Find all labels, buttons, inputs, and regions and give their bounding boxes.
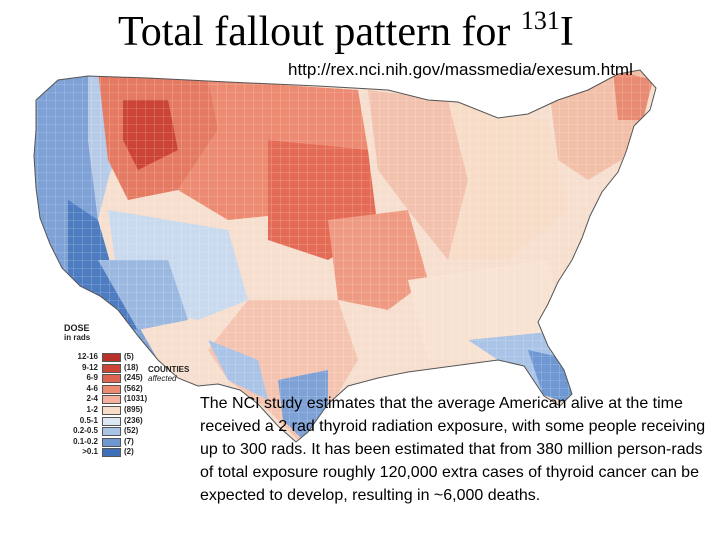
legend-item: >0.1 (2): [62, 447, 172, 458]
summary-text-box: The NCI study estimates that the average…: [200, 392, 712, 507]
legend-county-count: (7): [124, 436, 134, 446]
legend-county-count: (895): [124, 405, 143, 414]
legend-range: 1-2: [86, 405, 98, 414]
legend-range: 2-4: [86, 394, 98, 404]
legend-item: 2-4 (1031): [62, 394, 172, 405]
legend-range: 0.1-0.2: [73, 436, 98, 446]
map-legend: DOSE in rads COUNTIES affected 12-16 (5) 9…: [62, 323, 212, 463]
legend-swatch: [102, 406, 121, 415]
legend-range: 12-16: [77, 352, 98, 361]
legend-county-count: (1031): [124, 394, 148, 404]
legend-county-count: (245): [124, 373, 143, 383]
source-url: http://rex.nci.nih.gov/massmedia/exesum.…: [288, 60, 633, 79]
legend-range: 4-6: [86, 383, 98, 393]
legend-item: 12-16 (5): [62, 352, 172, 362]
legend-range: >0.1: [82, 447, 98, 457]
legend-item: 9-12 (18): [62, 362, 172, 373]
isotope-symbol: I: [559, 9, 574, 55]
legend-item: 4-6 (562): [62, 383, 172, 394]
legend-range: 0.2-0.5: [73, 426, 98, 436]
legend-item: 0.5-1 (236): [62, 415, 172, 426]
legend-county-count: (18): [124, 362, 139, 372]
legend-item: 1-2 (895): [62, 405, 172, 415]
legend-county-count: (2): [124, 447, 134, 457]
legend-county-count: (236): [124, 415, 143, 425]
legend-item: 0.2-0.5 (52): [62, 426, 172, 437]
legend-swatch: [102, 363, 121, 373]
legend-swatch: [102, 384, 121, 394]
legend-swatch: [102, 416, 121, 426]
legend-heading-units: in rads: [64, 333, 91, 342]
summary-paragraph: The NCI study estimates that the average…: [200, 395, 706, 504]
isotope-mass-number: 131: [520, 6, 560, 35]
legend-county-count: (52): [124, 426, 139, 436]
legend-heading-dose: DOSE: [64, 323, 90, 333]
legend-range: 0.5-1: [79, 415, 98, 425]
legend-item: 6-9 (245): [62, 373, 172, 384]
legend-range: 9-12: [81, 362, 98, 372]
legend-swatch: [102, 427, 121, 437]
legend-swatch: [102, 353, 121, 362]
legend-swatch: [102, 437, 121, 447]
legend-swatch: [102, 395, 121, 405]
legend-item: 0.1-0.2 (7): [62, 436, 172, 447]
legend-county-count: (562): [124, 383, 143, 393]
us-fallout-map: [33, 69, 657, 443]
legend-range: 6-9: [86, 373, 98, 383]
legend-counties-label: COUNTIES affected: [148, 365, 190, 383]
legend-swatch: [102, 448, 121, 458]
legend-swatch: [102, 374, 121, 384]
legend-county-count: (5): [124, 352, 134, 361]
page-title: Total fallout pattern for 131I: [118, 6, 574, 56]
